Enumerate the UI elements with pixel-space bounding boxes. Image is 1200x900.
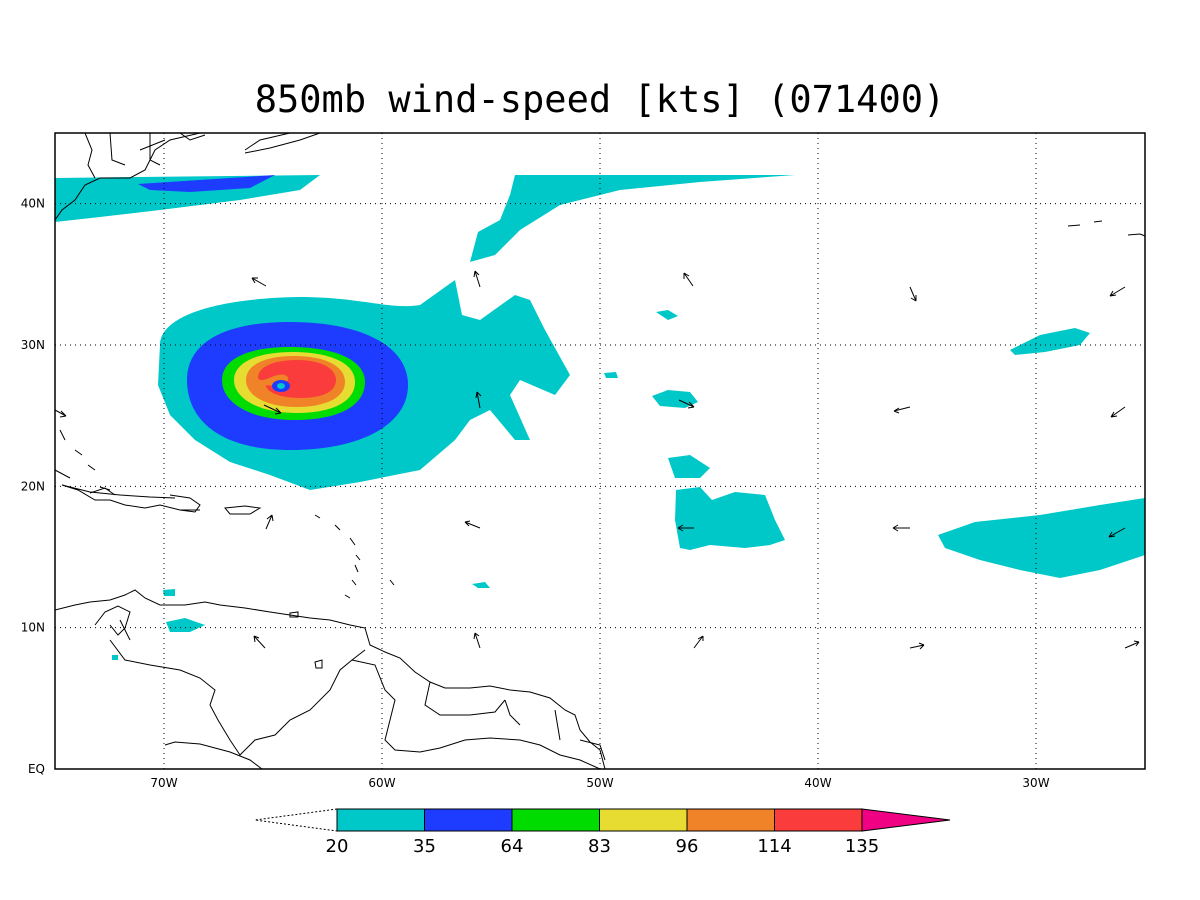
lon-tick-label: 30W bbox=[1022, 776, 1049, 790]
lat-tick-label: 40N bbox=[21, 197, 45, 211]
colorbar-label: 83 bbox=[588, 836, 611, 857]
wind-arrow bbox=[263, 404, 282, 415]
colorbar-label: 35 bbox=[413, 836, 436, 857]
lat-tick-label: 20N bbox=[21, 479, 45, 493]
wind-arrow bbox=[475, 391, 482, 409]
lon-tick-label: 70W bbox=[150, 776, 177, 790]
coastline-lesser-antilles bbox=[314, 514, 395, 599]
colorbar-swatch bbox=[774, 808, 863, 832]
lon-tick-label: 60W bbox=[368, 776, 395, 790]
wind-arrow bbox=[1110, 406, 1126, 418]
coastlines bbox=[55, 133, 1145, 769]
wind-arrow bbox=[55, 409, 67, 418]
colorbar-low-triangle bbox=[254, 808, 338, 832]
coastline-bahamas bbox=[55, 429, 111, 491]
wind-area-patch bbox=[1010, 328, 1090, 355]
colorbar-label: 64 bbox=[501, 836, 524, 857]
colorbar-swatch bbox=[336, 808, 425, 832]
longitude-labels: 70W 60W 50W 40W 30W bbox=[150, 776, 1049, 790]
coastline-brazil-south bbox=[164, 739, 606, 769]
map-title: 850mb wind-speed [kts] (071400) bbox=[254, 78, 946, 121]
wind-arrow bbox=[1109, 286, 1126, 297]
colorbar-swatch bbox=[424, 808, 513, 832]
lat-tick-label: EQ bbox=[28, 762, 45, 776]
wind-shading bbox=[55, 175, 1145, 660]
coastline-hispaniola-2 bbox=[224, 505, 262, 515]
wind-arrow bbox=[909, 286, 917, 302]
lon-tick-label: 50W bbox=[586, 776, 613, 790]
wind-arrow bbox=[1108, 527, 1126, 538]
lon-tick-label: 40W bbox=[804, 776, 831, 790]
coastline-atlantic-islands bbox=[1067, 220, 1145, 237]
wind-area-north-band bbox=[470, 175, 795, 262]
wind-arrow bbox=[265, 514, 274, 530]
wind-arrow bbox=[892, 524, 910, 532]
wind-area-patch bbox=[604, 372, 618, 378]
wind-arrow bbox=[678, 399, 695, 409]
lat-tick-label: 30N bbox=[21, 338, 45, 352]
wind-arrow bbox=[473, 632, 481, 649]
coastline-borders bbox=[109, 639, 601, 769]
coastline-north-america bbox=[55, 133, 201, 221]
wind-area-patch bbox=[938, 498, 1145, 578]
colorbar-label: 114 bbox=[757, 836, 791, 857]
map-frame bbox=[54, 132, 1146, 770]
graticule bbox=[55, 133, 1145, 769]
colorbar: 20 35 64 83 96 114 135 bbox=[254, 808, 951, 857]
wind-arrow bbox=[1124, 640, 1140, 649]
wind-arrow bbox=[893, 406, 911, 414]
colorbar-high-triangle bbox=[861, 808, 951, 832]
wind-vectors bbox=[55, 270, 1140, 650]
wind-area-patch bbox=[472, 582, 490, 588]
wind-arrow bbox=[253, 635, 266, 649]
wind-area-northeast-35 bbox=[138, 175, 275, 192]
coastline-venezuela-interior bbox=[94, 605, 131, 641]
wind-arrow bbox=[683, 272, 694, 287]
colorbar-label: 96 bbox=[676, 836, 699, 857]
wind-area-patch bbox=[166, 618, 205, 632]
coastline-trinidad bbox=[289, 611, 323, 669]
wind-area-patch bbox=[675, 487, 785, 550]
lat-tick-label: 10N bbox=[21, 621, 45, 635]
wind-area-patch bbox=[668, 455, 710, 478]
wind-arrow bbox=[909, 642, 925, 650]
coastline-northeast-interior bbox=[84, 133, 206, 179]
map-content bbox=[55, 133, 1145, 769]
wind-arrow bbox=[251, 277, 267, 287]
colorbar-swatch bbox=[686, 808, 775, 832]
colorbar-swatch bbox=[599, 808, 688, 832]
wind-area-northeast bbox=[55, 175, 320, 222]
colorbar-label: 20 bbox=[326, 836, 349, 857]
wind-area-patch bbox=[656, 310, 678, 320]
colorbar-label: 135 bbox=[845, 836, 879, 857]
coastline-south-america bbox=[55, 589, 606, 769]
wind-arrow bbox=[677, 524, 694, 532]
wind-arrow bbox=[473, 270, 481, 288]
coastline-nova-scotia bbox=[244, 133, 321, 154]
latitude-labels: EQ 10N 20N 30N 40N bbox=[21, 197, 45, 776]
coastline-cuba bbox=[61, 484, 200, 511]
hurricane-eye-20 bbox=[277, 383, 285, 389]
colorbar-swatch bbox=[511, 808, 600, 832]
wind-area-patch bbox=[163, 589, 175, 596]
wind-arrow bbox=[693, 635, 704, 649]
wind-area-patch bbox=[112, 655, 118, 660]
wind-arrow bbox=[464, 520, 481, 529]
